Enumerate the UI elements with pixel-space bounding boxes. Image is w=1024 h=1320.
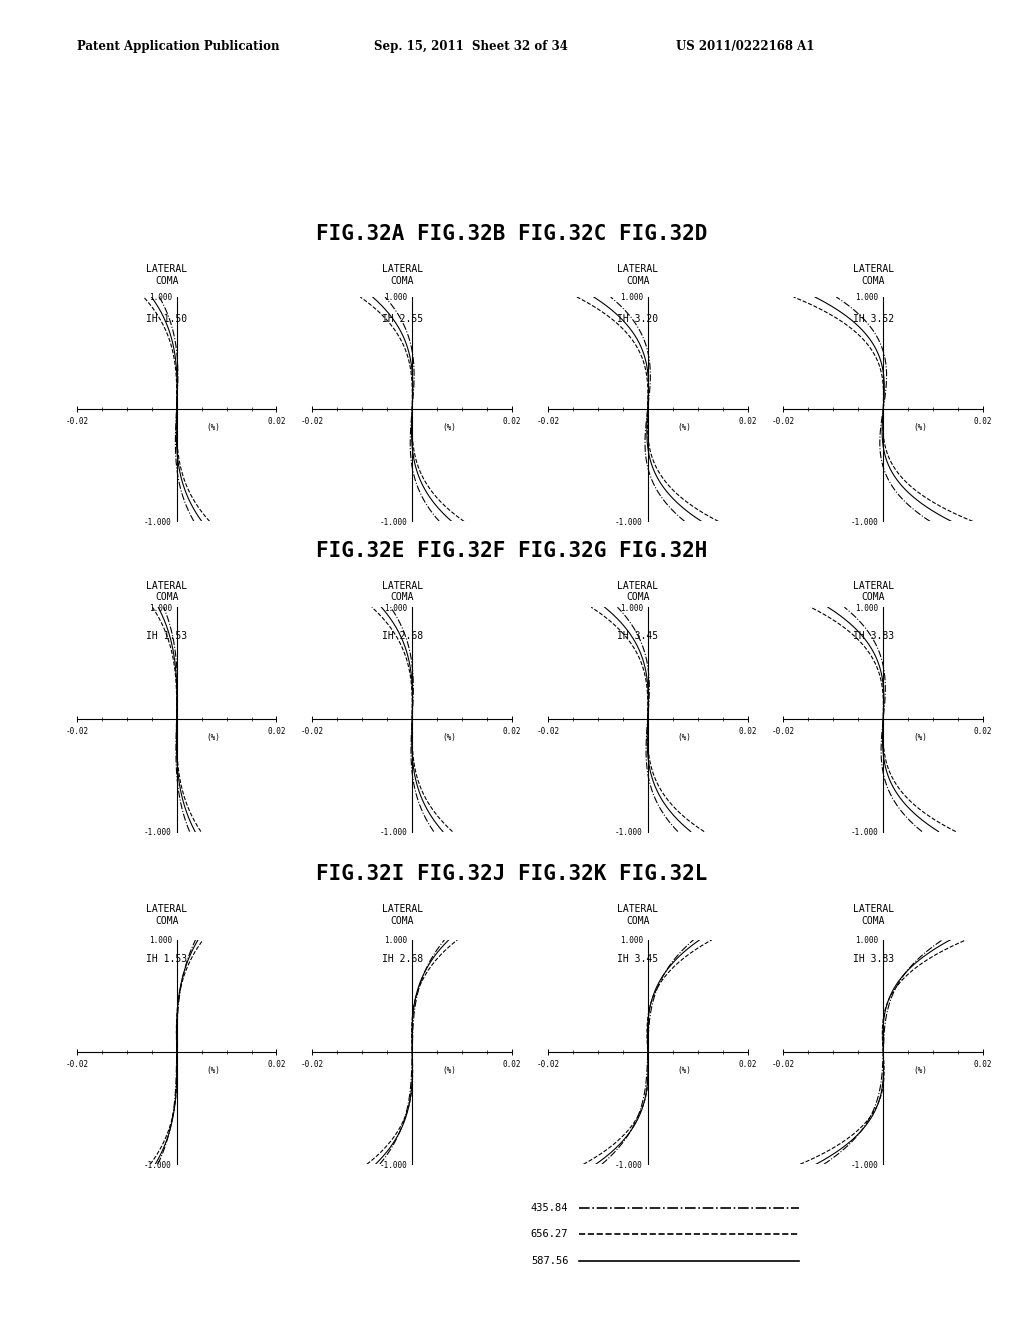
Text: IH 3.45: IH 3.45 bbox=[617, 631, 658, 642]
Text: IH 2.68: IH 2.68 bbox=[382, 954, 423, 965]
Text: IH 3.83: IH 3.83 bbox=[853, 631, 894, 642]
Text: IH 3.52: IH 3.52 bbox=[853, 314, 894, 325]
Text: (%): (%) bbox=[913, 422, 927, 432]
Text: IH 3.20: IH 3.20 bbox=[617, 314, 658, 325]
Text: FIG.32I FIG.32J FIG.32K FIG.32L: FIG.32I FIG.32J FIG.32K FIG.32L bbox=[316, 865, 708, 884]
Text: (%): (%) bbox=[678, 422, 691, 432]
Text: IH 2.68: IH 2.68 bbox=[382, 631, 423, 642]
Text: IH 1.53: IH 1.53 bbox=[146, 954, 187, 965]
Text: LATERAL
COMA: LATERAL COMA bbox=[617, 904, 658, 925]
Text: (%): (%) bbox=[442, 1065, 456, 1074]
Text: IH 3.45: IH 3.45 bbox=[617, 954, 658, 965]
Text: 587.56: 587.56 bbox=[530, 1255, 568, 1266]
Text: FIG.32E FIG.32F FIG.32G FIG.32H: FIG.32E FIG.32F FIG.32G FIG.32H bbox=[316, 541, 708, 561]
Text: LATERAL
COMA: LATERAL COMA bbox=[146, 581, 187, 602]
Text: IH 1.50: IH 1.50 bbox=[146, 314, 187, 325]
Text: LATERAL
COMA: LATERAL COMA bbox=[617, 581, 658, 602]
Text: (%): (%) bbox=[442, 733, 456, 742]
Text: LATERAL
COMA: LATERAL COMA bbox=[853, 904, 894, 925]
Text: IH 3.83: IH 3.83 bbox=[853, 954, 894, 965]
Text: 435.84: 435.84 bbox=[530, 1203, 568, 1213]
Text: (%): (%) bbox=[442, 422, 456, 432]
Text: LATERAL
COMA: LATERAL COMA bbox=[853, 264, 894, 285]
Text: (%): (%) bbox=[207, 733, 220, 742]
Text: LATERAL
COMA: LATERAL COMA bbox=[146, 904, 187, 925]
Text: IH 2.55: IH 2.55 bbox=[382, 314, 423, 325]
Text: LATERAL
COMA: LATERAL COMA bbox=[382, 581, 423, 602]
Text: (%): (%) bbox=[207, 422, 220, 432]
Text: LATERAL
COMA: LATERAL COMA bbox=[617, 264, 658, 285]
Text: (%): (%) bbox=[207, 1065, 220, 1074]
Text: 656.27: 656.27 bbox=[530, 1229, 568, 1239]
Text: Sep. 15, 2011  Sheet 32 of 34: Sep. 15, 2011 Sheet 32 of 34 bbox=[374, 40, 567, 53]
Text: (%): (%) bbox=[913, 733, 927, 742]
Text: (%): (%) bbox=[678, 1065, 691, 1074]
Text: Patent Application Publication: Patent Application Publication bbox=[77, 40, 280, 53]
Text: LATERAL
COMA: LATERAL COMA bbox=[146, 264, 187, 285]
Text: FIG.32A FIG.32B FIG.32C FIG.32D: FIG.32A FIG.32B FIG.32C FIG.32D bbox=[316, 224, 708, 244]
Text: LATERAL
COMA: LATERAL COMA bbox=[382, 264, 423, 285]
Text: IH 1.53: IH 1.53 bbox=[146, 631, 187, 642]
Text: LATERAL
COMA: LATERAL COMA bbox=[382, 904, 423, 925]
Text: LATERAL
COMA: LATERAL COMA bbox=[853, 581, 894, 602]
Text: (%): (%) bbox=[913, 1065, 927, 1074]
Text: US 2011/0222168 A1: US 2011/0222168 A1 bbox=[676, 40, 814, 53]
Text: (%): (%) bbox=[678, 733, 691, 742]
